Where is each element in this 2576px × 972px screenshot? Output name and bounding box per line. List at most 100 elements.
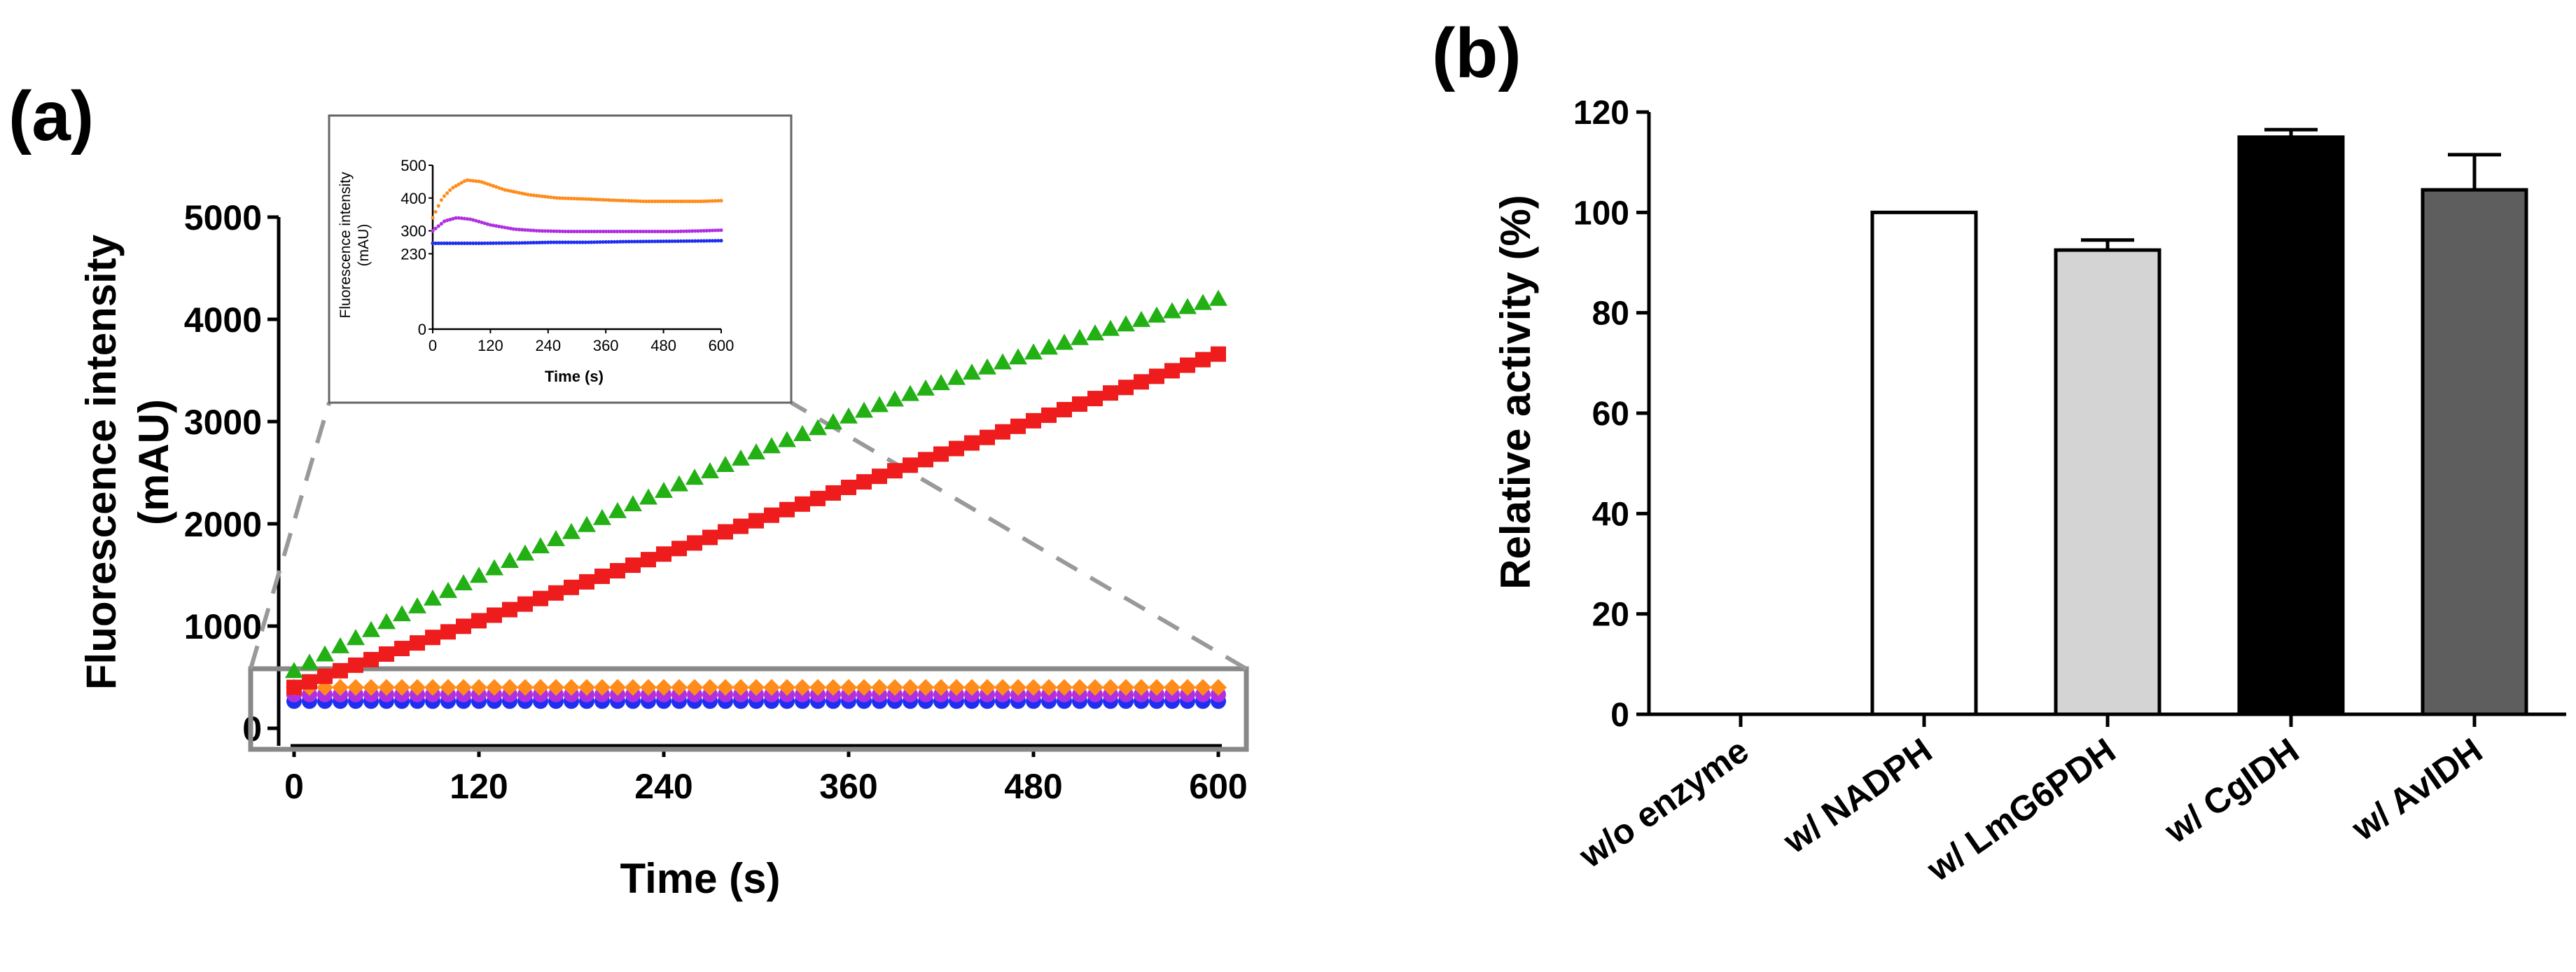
panel-a-x-tick-label: 120 bbox=[450, 767, 508, 806]
data-point-green bbox=[1209, 289, 1227, 306]
data-point-red bbox=[348, 657, 363, 673]
inset-point-orange bbox=[713, 199, 718, 203]
panel-b-y-tick-label: 80 bbox=[1592, 296, 1629, 333]
inset-point-purple bbox=[477, 219, 481, 224]
inset-y-axis-unit: (mAU) bbox=[356, 224, 372, 267]
inset-point-orange bbox=[664, 199, 669, 204]
inset-point-orange bbox=[517, 190, 522, 195]
inset-point-purple bbox=[615, 229, 620, 234]
data-point-green bbox=[932, 374, 950, 391]
data-point-green bbox=[501, 551, 519, 568]
data-point-green bbox=[963, 363, 981, 380]
inset-point-purple bbox=[448, 217, 452, 222]
inset-point-orange bbox=[670, 199, 674, 204]
inset-point-orange bbox=[474, 179, 478, 183]
inset-point-purple bbox=[445, 218, 450, 223]
panel-b-y-tick-label: 60 bbox=[1592, 396, 1629, 433]
inset-point-purple bbox=[506, 225, 510, 230]
data-point-orange bbox=[424, 679, 441, 696]
inset-point-blue bbox=[684, 239, 689, 243]
data-point-red bbox=[579, 574, 594, 590]
data-point-red bbox=[286, 679, 302, 695]
inset-point-blue bbox=[529, 240, 533, 245]
data-point-green bbox=[994, 353, 1012, 370]
inset-point-blue bbox=[609, 239, 614, 244]
inset-point-orange bbox=[534, 193, 538, 197]
inset-point-orange bbox=[465, 178, 470, 182]
data-point-orange bbox=[455, 679, 472, 696]
data-point-orange bbox=[1164, 679, 1181, 696]
data-point-red bbox=[625, 557, 641, 574]
inset-point-purple bbox=[523, 228, 527, 232]
inset-point-orange bbox=[647, 199, 651, 204]
inset-point-orange bbox=[457, 182, 461, 186]
panel-b-x-tick-label: w/o enzyme bbox=[1571, 730, 1755, 875]
inset-point-blue bbox=[514, 241, 519, 245]
inset-point-orange bbox=[639, 199, 643, 203]
inset-chart: 0 230 300 400 500 0 120 240 360 480 600 Time (s) F… bbox=[328, 114, 793, 404]
data-point-orange bbox=[1040, 679, 1057, 696]
data-point-orange bbox=[1071, 679, 1088, 696]
panel-b-y-tick-label: 0 bbox=[1610, 697, 1629, 734]
data-point-orange bbox=[486, 679, 503, 696]
inset-point-purple bbox=[662, 229, 666, 234]
data-point-green bbox=[485, 559, 503, 576]
inset-point-blue bbox=[713, 239, 718, 243]
inset-point-blue bbox=[566, 240, 571, 244]
inset-point-orange bbox=[480, 180, 484, 184]
inset-point-blue bbox=[676, 239, 680, 243]
inset-point-purple bbox=[517, 228, 522, 232]
inset-x-tick-label: 0 bbox=[429, 337, 437, 354]
inset-point-orange bbox=[575, 197, 579, 201]
data-point-orange bbox=[1102, 679, 1119, 696]
inset-point-purple bbox=[474, 218, 478, 223]
data-point-green bbox=[870, 396, 889, 412]
data-point-green bbox=[593, 508, 611, 525]
data-point-red bbox=[826, 485, 841, 501]
inset-point-blue bbox=[629, 239, 634, 244]
panel-a-series bbox=[285, 289, 1227, 709]
inset-point-blue bbox=[477, 241, 481, 245]
data-point-orange bbox=[609, 679, 626, 696]
data-point-orange bbox=[871, 679, 888, 696]
panel-b-x-tick-label: w/ CgIDH bbox=[2157, 730, 2306, 851]
inset-point-purple bbox=[627, 229, 631, 234]
inset-point-purple bbox=[566, 229, 571, 234]
inset-point-orange bbox=[693, 199, 697, 204]
inset-point-blue bbox=[606, 239, 611, 244]
inset-point-orange bbox=[653, 199, 657, 204]
data-point-green bbox=[1117, 315, 1135, 332]
inset-point-purple bbox=[462, 216, 466, 221]
panel-a-x-tick-label: 360 bbox=[819, 767, 877, 806]
panel-b-y-axis-label: Relative activity (%) bbox=[1492, 195, 1539, 590]
inset-point-purple bbox=[647, 229, 651, 234]
data-point-orange bbox=[732, 679, 749, 696]
data-point-green bbox=[1071, 328, 1089, 345]
inset-point-blue bbox=[688, 239, 692, 243]
data-point-green bbox=[716, 455, 734, 472]
inset-point-blue bbox=[563, 240, 568, 244]
data-point-orange bbox=[440, 679, 457, 696]
inset-point-purple bbox=[482, 221, 487, 225]
data-point-orange bbox=[1148, 679, 1165, 696]
inset-point-purple bbox=[529, 228, 533, 232]
panel-b-y-tick-label: 20 bbox=[1592, 597, 1629, 634]
inset-point-purple bbox=[592, 229, 597, 234]
data-point-red bbox=[471, 613, 487, 629]
inset-point-blue bbox=[615, 239, 620, 244]
bar bbox=[2421, 188, 2528, 716]
inset-point-orange bbox=[719, 198, 723, 203]
inset-point-blue bbox=[578, 240, 582, 244]
data-point-green bbox=[439, 581, 457, 598]
inset-point-blue bbox=[604, 239, 608, 244]
data-point-orange bbox=[963, 679, 980, 696]
inset-point-purple bbox=[526, 228, 530, 232]
inset-point-blue bbox=[482, 241, 487, 245]
inset-point-blue bbox=[560, 240, 565, 244]
data-point-green bbox=[747, 443, 765, 460]
data-point-orange bbox=[640, 679, 657, 696]
data-point-red bbox=[949, 440, 964, 457]
inset-point-orange bbox=[448, 188, 452, 193]
inset-point-blue bbox=[707, 239, 712, 243]
